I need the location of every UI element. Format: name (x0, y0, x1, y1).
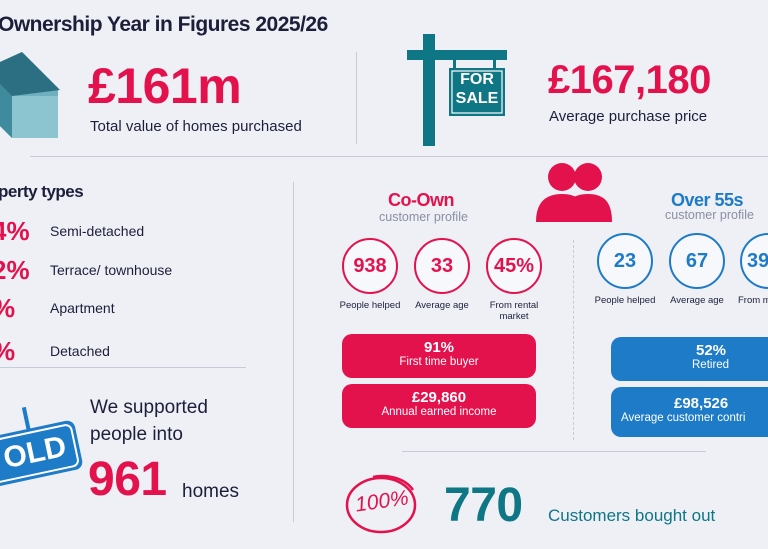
over55-contribution-pill: £98,526 Average customer contri (611, 387, 768, 437)
for-sale-sign-line1: FOR (460, 71, 494, 88)
supported-line1: We supported (90, 397, 208, 418)
divider (0, 367, 246, 368)
coown-stat-label: From rental market (489, 300, 539, 322)
divider (293, 182, 294, 522)
coown-stat-people-helped: 938 (342, 238, 398, 294)
average-price: £167,180 (548, 58, 711, 102)
over55-subtitle: customer profile (665, 208, 754, 222)
property-type-label: Apartment (50, 300, 115, 316)
house-icon (0, 52, 62, 145)
pill-value: 52% (696, 342, 727, 359)
coown-subtitle: customer profile (379, 210, 468, 224)
divider (356, 52, 357, 144)
pill-value: 91% (423, 339, 455, 356)
property-type-label: Semi-detached (50, 223, 145, 239)
pill-value: £98,526 (674, 395, 729, 412)
for-sale-sign-line2: SALE (455, 90, 499, 107)
property-type-label: Detached (50, 343, 110, 359)
property-type-pct: % (0, 293, 15, 324)
property-types-heading: perty types (0, 182, 84, 201)
over55-retired-pill: 52% Retired (611, 337, 768, 381)
coown-stat-average-age: 33 (414, 238, 470, 294)
over55-stat-market: 39 (740, 233, 768, 289)
total-value-label: Total value of homes purchased (90, 118, 302, 135)
total-value: £161m (88, 58, 242, 114)
over55-title: Over 55s (671, 190, 744, 210)
property-type-pct: 4% (0, 216, 30, 246)
pill-label: Retired (692, 359, 730, 371)
supported-line2: people into (90, 424, 183, 445)
pill-value: £29,860 (411, 389, 467, 406)
coown-title: Co-Own (388, 190, 455, 210)
over55-stat-label: Average age (670, 295, 724, 306)
divider (573, 240, 574, 440)
divider (402, 451, 706, 452)
pill-label: Average customer contri (621, 412, 746, 424)
bought-out-label: Customers bought out (548, 506, 716, 525)
divider (30, 156, 768, 157)
pill-label: First time buyer (399, 356, 479, 368)
property-type-pct: % (0, 336, 15, 367)
over55-stat-label: People helped (594, 295, 656, 306)
property-type-label: Terrace/ townhouse (50, 262, 173, 278)
homes-supported-number: 961 (88, 453, 167, 506)
pill-label: Annual earned income (381, 406, 497, 418)
homes-supported-suffix: homes (182, 481, 240, 502)
average-price-label: Average purchase price (549, 108, 708, 125)
page-title: Ownership Year in Figures 2025/26 (0, 13, 328, 36)
coown-first-time-buyer-pill: 91% First time buyer (342, 334, 536, 378)
over55-stat-label: From ma (738, 295, 768, 306)
bought-out-number: 770 (444, 479, 523, 532)
coown-stat-label: People helped (339, 300, 401, 311)
for-sale-sign-icon (407, 34, 507, 151)
property-type-pct: 2% (0, 255, 30, 285)
over55-stat-people-helped: 23 (597, 233, 653, 289)
people-icon (534, 162, 614, 229)
coown-income-pill: £29,860 Annual earned income (342, 384, 536, 428)
coown-stat-label: Average age (415, 300, 469, 311)
over55-stat-average-age: 67 (669, 233, 725, 289)
hundred-percent-badge-icon (343, 472, 421, 541)
sold-sign-icon (0, 400, 90, 505)
coown-stat-rental-market: 45% (486, 238, 542, 294)
